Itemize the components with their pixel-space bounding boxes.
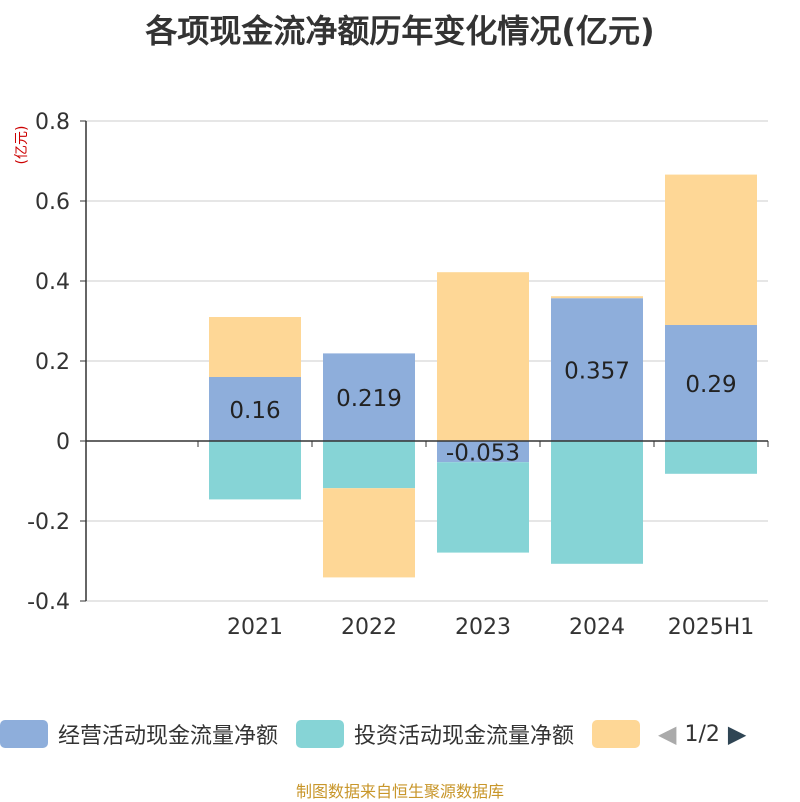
bar-operating-2023 <box>437 441 529 463</box>
bar-operating-2022 <box>323 353 415 441</box>
pager-next-icon[interactable]: ▶ <box>727 720 747 748</box>
x-tick-label: 2023 <box>455 615 511 640</box>
bar-operating-2021 <box>209 377 301 441</box>
bars <box>209 174 757 578</box>
x-tick-label: 2024 <box>569 615 625 640</box>
x-tick-label: 2022 <box>341 615 397 640</box>
x-tick-label: 2025H1 <box>668 615 755 640</box>
data-label-2025H1: 0.29 <box>685 372 736 398</box>
source-note: 制图数据来自恒生聚源数据库 <box>295 782 504 801</box>
bar-financing-2025H1 <box>665 174 757 325</box>
legend-item-investing[interactable]: 投资活动现金流量净额 <box>296 718 574 750</box>
bar-investing-2021 <box>209 441 301 500</box>
y-axis-label: (亿元) <box>14 126 30 165</box>
y-tick-label: 0.2 <box>35 350 70 375</box>
chart-title: 各项现金流净额历年变化情况(亿元) <box>145 12 655 50</box>
data-label-2021: 0.16 <box>229 398 280 424</box>
legend-label-operating: 经营活动现金流量净额 <box>58 724 279 749</box>
bar-financing-2022 <box>323 488 415 578</box>
data-label-2023: -0.053 <box>446 441 520 467</box>
pager-text: 1/2 <box>684 721 720 747</box>
bar-investing-2025H1 <box>665 441 757 474</box>
data-label-2024: 0.357 <box>564 359 630 385</box>
y-tick-label: 0.4 <box>35 270 70 295</box>
bar-financing-2023 <box>437 272 529 441</box>
legend-swatch-financing <box>592 720 641 748</box>
y-tick-label: 0.8 <box>35 110 70 135</box>
bar-financing-2024 <box>551 296 643 299</box>
x-tick-label: 2021 <box>227 615 283 640</box>
legend-item-financing[interactable] <box>592 720 641 748</box>
bar-financing-2021 <box>209 317 301 377</box>
y-tick-label: -0.2 <box>27 510 70 535</box>
legend-pager: ◀ 1/2 ▶ <box>658 722 746 747</box>
bar-operating-2024 <box>551 298 643 441</box>
y-tick-label: -0.4 <box>27 590 70 615</box>
bar-investing-2024 <box>551 441 643 564</box>
chart-plot: -0.4 -0.2 0 0.2 0.4 0.6 0.8 (亿元) 2021 2022 2023 202… <box>14 110 769 640</box>
legend-swatch-investing <box>296 720 345 748</box>
bar-investing-2022 <box>323 441 415 489</box>
grid-lines <box>86 120 768 602</box>
bar-operating-2025H1 <box>665 325 757 441</box>
bar-investing-2023 <box>437 462 529 553</box>
legend-item-operating[interactable]: 经营活动现金流量净额 <box>0 718 278 750</box>
y-tick-label: 0.6 <box>35 190 70 215</box>
y-tick-label: 0 <box>56 430 70 455</box>
data-label-2022: 0.219 <box>336 386 402 412</box>
legend: 经营活动现金流量净额 投资活动现金流量净额 ◀ 1/2 ▶ <box>0 716 800 752</box>
axes: -0.4 -0.2 0 0.2 0.4 0.6 0.8 (亿元) 2021 2022 2023 202… <box>14 110 769 640</box>
data-labels: 0.16 0.219 -0.053 0.357 0.29 <box>229 359 736 467</box>
legend-swatch-operating <box>0 720 48 748</box>
legend-label-investing: 投资活动现金流量净额 <box>354 724 575 749</box>
pager-prev-icon[interactable]: ◀ <box>658 720 677 748</box>
